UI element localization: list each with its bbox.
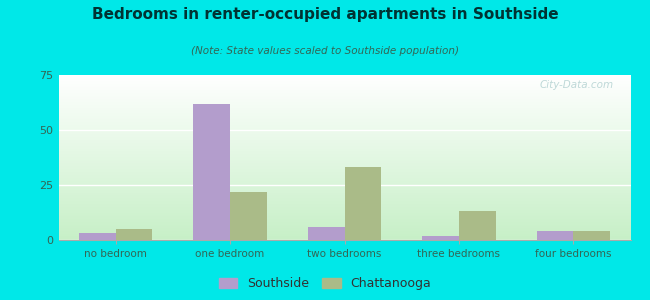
Text: City-Data.com: City-Data.com (540, 80, 614, 90)
Text: Bedrooms in renter-occupied apartments in Southside: Bedrooms in renter-occupied apartments i… (92, 8, 558, 22)
Bar (230, 192, 266, 240)
Text: (Note: State values scaled to Southside population): (Note: State values scaled to Southside … (191, 46, 459, 56)
Bar (422, 236, 459, 240)
Legend: Southside, Chattanooga: Southside, Chattanooga (215, 273, 435, 294)
Bar (459, 212, 495, 240)
Bar (116, 229, 152, 240)
Bar (573, 231, 610, 240)
Bar (344, 167, 381, 240)
Bar (308, 227, 344, 240)
Bar (194, 103, 230, 240)
Bar (537, 231, 573, 240)
Bar (79, 233, 116, 240)
